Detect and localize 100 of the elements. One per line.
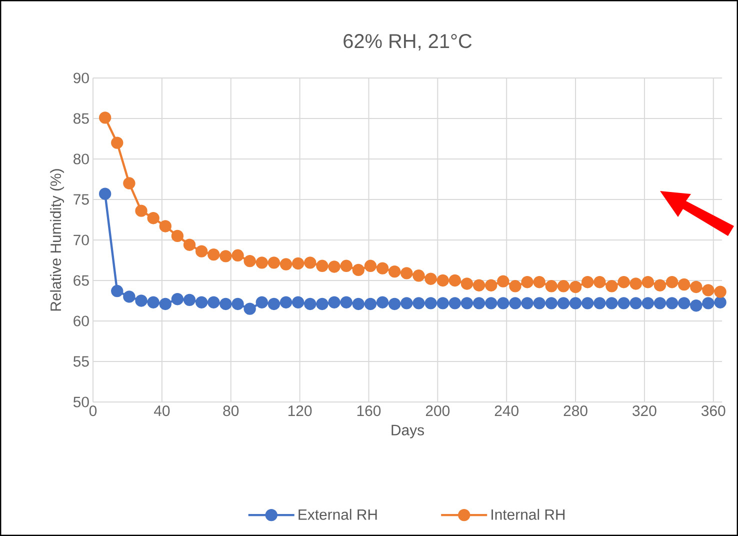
point [304, 256, 316, 269]
point [98, 188, 112, 200]
y-tick-label: 65 [74, 275, 89, 286]
point [123, 177, 136, 190]
point [545, 280, 558, 292]
x-axis-title: Days [392, 424, 424, 438]
point [472, 279, 486, 292]
point [280, 258, 292, 270]
y-tick-label: 90 [74, 72, 89, 84]
point [618, 297, 630, 310]
point [642, 276, 654, 288]
point [594, 297, 606, 310]
point [412, 270, 425, 282]
point [690, 280, 702, 294]
point [147, 212, 160, 224]
point [220, 298, 232, 310]
point [232, 249, 244, 262]
x-tick-label: 80 [223, 406, 239, 416]
point [340, 260, 352, 272]
legend-label: External RH [298, 508, 377, 520]
point [328, 296, 340, 308]
point [304, 298, 316, 310]
point [412, 297, 425, 310]
point [472, 297, 486, 310]
x-tick-label: 40 [154, 406, 170, 416]
point [484, 279, 498, 292]
point [497, 297, 510, 310]
point [533, 297, 546, 310]
y-tick-label: 80 [74, 154, 89, 164]
point [714, 296, 726, 308]
point [484, 297, 498, 310]
x-tick-label: 0 [89, 406, 97, 416]
point [666, 297, 678, 310]
x-tick-label: 120 [288, 406, 312, 416]
point [630, 278, 642, 290]
point [460, 278, 474, 290]
y-tick-label: 85 [74, 113, 89, 124]
point [195, 245, 208, 258]
point [388, 298, 401, 310]
point [388, 265, 401, 278]
point [448, 274, 461, 287]
point [702, 297, 714, 310]
y-tick-label: 55 [73, 356, 89, 367]
point [159, 220, 172, 232]
point [316, 260, 328, 272]
point [642, 297, 654, 310]
point [690, 300, 702, 312]
x-tick-label: 280 [564, 406, 588, 416]
y-tick-label: 60 [74, 316, 89, 326]
legend-label: Internal RH [492, 508, 565, 520]
point [436, 297, 449, 310]
point [292, 296, 304, 308]
point [268, 256, 280, 269]
point [606, 297, 618, 310]
point [135, 294, 148, 307]
point [448, 297, 461, 310]
point [557, 280, 570, 292]
point [618, 276, 630, 288]
x-tick-label: 160 [357, 406, 381, 416]
point [364, 260, 377, 272]
point [654, 279, 666, 292]
point [606, 280, 618, 292]
point [400, 267, 413, 280]
point [135, 204, 148, 217]
point [521, 276, 534, 288]
point [280, 296, 292, 308]
point [400, 297, 413, 310]
point [159, 298, 172, 310]
x-tick-label: 240 [494, 406, 518, 416]
point [364, 298, 377, 310]
point [509, 280, 522, 292]
point [292, 257, 304, 270]
point [256, 296, 268, 308]
point [714, 286, 726, 298]
y-tick-label: 70 [74, 234, 89, 246]
x-tick-label: 360 [701, 406, 726, 416]
point [171, 293, 184, 306]
point [545, 297, 558, 310]
point [497, 275, 510, 288]
point [630, 297, 642, 310]
point [533, 276, 546, 288]
point [123, 290, 136, 303]
point [460, 297, 474, 310]
point [557, 297, 570, 310]
point [208, 296, 220, 308]
point [581, 297, 594, 310]
point [208, 248, 220, 261]
point [376, 262, 389, 274]
point [340, 296, 352, 308]
y-axis-title: Relative Humidity (%) [50, 169, 64, 311]
point [220, 250, 232, 262]
point [183, 238, 196, 251]
x-tick-label: 320 [632, 406, 656, 416]
point [328, 260, 340, 273]
point [436, 274, 449, 287]
point [256, 256, 268, 269]
point [171, 230, 184, 242]
point [232, 298, 244, 310]
point [195, 296, 208, 308]
point [702, 284, 714, 296]
